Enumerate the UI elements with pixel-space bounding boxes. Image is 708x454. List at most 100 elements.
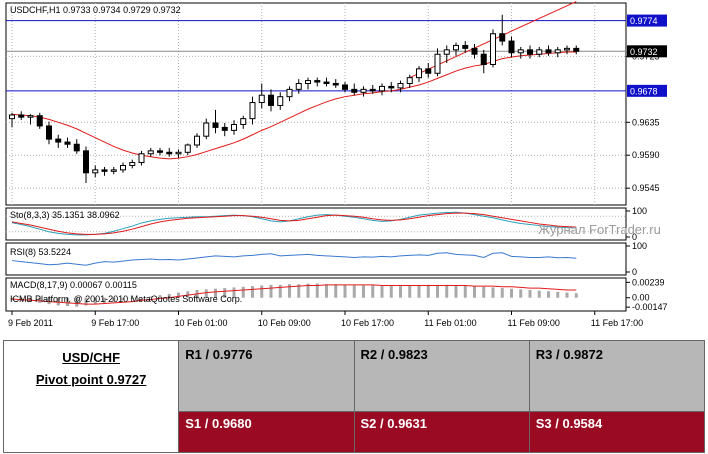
candle (379, 83, 385, 96)
candle-body (443, 49, 450, 55)
macd-bar (417, 285, 421, 298)
current-price-label: 0.9732 (630, 47, 658, 57)
candle (305, 77, 311, 90)
level-label-0: 0.9774 (630, 16, 658, 26)
macd-bar (500, 288, 504, 298)
candle-body (36, 115, 43, 127)
stoch-k-line (11, 211, 577, 236)
candle (425, 63, 432, 78)
candle (83, 146, 89, 184)
macd-bar (334, 284, 338, 298)
macd-bar (315, 283, 319, 298)
macd-bar (251, 286, 254, 298)
macd-bar (510, 288, 513, 298)
macd-bar (574, 293, 578, 298)
pivot-table: USD/CHF Pivot point 0.9727 R1 / 0.9776 R… (2, 340, 706, 453)
candle-body (379, 85, 385, 92)
candle-body (64, 141, 71, 145)
macd-bar (84, 297, 88, 306)
rsi-tick-label-0: 100 (632, 241, 647, 251)
candle (508, 36, 515, 58)
candle-body (508, 40, 515, 54)
stoch-d-line (11, 212, 577, 235)
level-label-box (627, 84, 667, 97)
candle-body (573, 47, 580, 52)
candle-body (258, 94, 265, 104)
candle (212, 109, 219, 134)
candles (9, 14, 580, 184)
macd-bar (426, 284, 430, 298)
candle (27, 114, 34, 125)
macd-bar (352, 285, 356, 298)
macd-bar (112, 297, 116, 302)
time-tick-label-5: 11 Feb 01:00 (424, 318, 476, 328)
candle (249, 96, 256, 125)
candle-body (194, 135, 200, 146)
candle (129, 159, 136, 169)
macd-bar (380, 286, 384, 298)
macd-bar (232, 287, 236, 298)
time-tick-label-3: 10 Feb 09:00 (258, 318, 311, 328)
macd-bar (278, 284, 282, 298)
macd-bar (463, 285, 467, 298)
candle (92, 165, 99, 178)
macd-bar (491, 287, 495, 298)
macd-bar (121, 297, 125, 301)
candle-body (360, 88, 367, 93)
candle-body (545, 49, 552, 54)
candle-body (157, 150, 163, 153)
candle (351, 83, 358, 96)
macd-bar (177, 292, 180, 298)
support-1: S1 / 0.9680 (178, 411, 355, 453)
pivot-point-value: Pivot point 0.9727 (35, 372, 147, 387)
candle-body (277, 96, 284, 106)
support-3: S3 / 0.9584 (528, 411, 706, 453)
macd-bar (56, 297, 60, 306)
candle-body (416, 68, 422, 79)
macd-bar (130, 297, 134, 299)
time-tick-label-6: 11 Feb 09:00 (508, 318, 560, 328)
candle-body (323, 81, 330, 85)
candle-body (351, 88, 358, 93)
candle-body (221, 126, 228, 131)
macd-bar (149, 296, 153, 298)
candle (194, 133, 200, 148)
macd-bar (436, 284, 439, 298)
macd-bar (445, 284, 449, 298)
candle-body (27, 115, 34, 118)
macd-bar (537, 290, 541, 298)
candle-body (342, 84, 348, 90)
candle (573, 45, 580, 55)
candle-body (120, 164, 126, 171)
candle (462, 41, 469, 53)
candle (490, 29, 496, 68)
candle (46, 121, 52, 145)
macd-bar (408, 285, 412, 298)
candle-body (147, 150, 154, 155)
candle-body (480, 53, 487, 65)
macd-histogram (10, 283, 578, 307)
candle (268, 89, 274, 112)
macd-bar (241, 286, 245, 298)
level-label-box (627, 14, 667, 27)
macd-bar (556, 291, 560, 298)
macd-bar (528, 290, 532, 298)
candle-body (527, 49, 533, 55)
macd-bar (158, 295, 162, 298)
candle (166, 147, 173, 157)
time-tick-label-2: 10 Feb 01:00 (175, 318, 228, 328)
candle-body (18, 114, 25, 118)
candle-body (369, 88, 376, 92)
candle-body (388, 85, 395, 89)
candle (314, 77, 321, 87)
current-price-box (627, 45, 667, 58)
candle (388, 82, 395, 93)
macd-bar (38, 297, 42, 303)
macd-bar (454, 285, 458, 298)
macd-bar (66, 297, 69, 307)
macd-bar (297, 284, 301, 298)
price-panel (5, 2, 627, 206)
candle-body (110, 169, 117, 172)
candle (36, 112, 43, 129)
macd-tick-label-0: 0.00239 (632, 277, 665, 287)
